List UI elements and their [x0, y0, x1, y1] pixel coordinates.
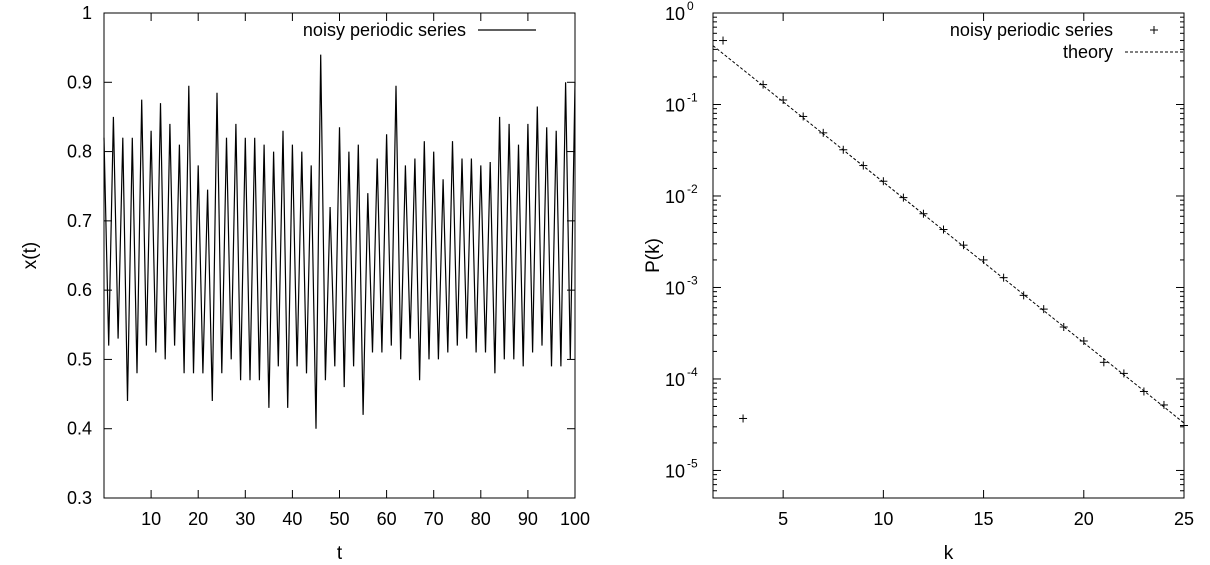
right-ytick-label: 10 [665, 278, 685, 298]
ytick-base: 10 [665, 187, 685, 207]
right-ytick-exponent: -4 [687, 365, 698, 379]
left-xtick-label: 90 [518, 509, 538, 529]
right-xtick-label: 20 [1074, 509, 1094, 529]
right-plot-frame [712, 12, 1185, 499]
right-ytick-label: 10 [665, 4, 685, 24]
left-ytick-label: 0.6 [67, 280, 92, 300]
right-ytick-label: 10 [665, 187, 685, 207]
scatter-point [799, 112, 808, 121]
scatter-point [1159, 400, 1168, 409]
scatter-point [1019, 291, 1028, 300]
ytick-base: 10 [665, 370, 685, 390]
ytick-base: 10 [665, 278, 685, 298]
right-xtick-label: 25 [1174, 509, 1194, 529]
right-legend-marker-plus [1150, 26, 1158, 34]
scatter-point [879, 177, 888, 186]
scatter-point [819, 128, 828, 137]
scatter-point [1059, 322, 1068, 331]
left-legend-label: noisy periodic series [303, 20, 466, 40]
scatter-point [1119, 369, 1128, 378]
right-legend-label-theory: theory [1063, 42, 1113, 62]
scatter-point [1180, 421, 1188, 430]
right-xtick-label: 5 [778, 509, 788, 529]
scatter-point [939, 225, 948, 234]
right-xtick-label: 10 [873, 509, 893, 529]
scatter-point [1039, 305, 1048, 314]
left-ytick-label: 1 [82, 3, 92, 23]
left-ytick-label: 0.4 [67, 419, 92, 439]
left-x-axis-label: t [337, 543, 343, 564]
scatter-point [959, 241, 968, 250]
left-ytick-label: 0.8 [67, 142, 92, 162]
left-xtick-label: 60 [377, 509, 397, 529]
left-ytick-label: 0.5 [67, 349, 92, 369]
series-line-theory [712, 45, 1185, 424]
ytick-base: 10 [665, 95, 685, 115]
scatter-point [859, 161, 868, 170]
scatter-point [759, 80, 768, 89]
left-xtick-label: 30 [235, 509, 255, 529]
scatter-point [1099, 358, 1108, 367]
left-xtick-label: 20 [188, 509, 208, 529]
right-x-axis-label: k [944, 543, 954, 564]
left-y-axis-label: x(t) [20, 242, 41, 269]
left-ytick-label: 0.7 [67, 211, 92, 231]
left-plot-frame [103, 12, 576, 499]
right-xtick-label: 15 [974, 509, 994, 529]
scatter-point [1079, 337, 1088, 346]
scatter-point [739, 414, 748, 423]
right-ytick-exponent: 0 [687, 0, 694, 13]
right-ytick-exponent: -1 [687, 90, 698, 104]
scatter-point [719, 36, 728, 45]
left-xtick-label: 40 [282, 509, 302, 529]
scatter-point [979, 255, 988, 264]
left-xtick-label: 10 [141, 509, 161, 529]
right-ytick-label: 10 [665, 461, 685, 481]
left-ytick-label: 0.9 [67, 72, 92, 92]
right-ytick-label: 10 [665, 95, 685, 115]
scatter-point [1139, 387, 1148, 396]
left-ytick-label: 0.3 [67, 488, 92, 508]
scatter-point [839, 145, 848, 154]
ytick-base: 10 [665, 461, 685, 481]
scatter-point [919, 209, 928, 218]
series-line-noisy-periodic [103, 54, 576, 429]
left-xtick-label: 80 [471, 509, 491, 529]
scatter-point [779, 95, 788, 104]
left-xtick-label: 100 [560, 509, 590, 529]
left-xtick-label: 50 [329, 509, 349, 529]
left-xtick-label: 70 [424, 509, 444, 529]
scatter-point [899, 193, 908, 202]
scatter-point [999, 273, 1008, 282]
ytick-base: 10 [665, 4, 685, 24]
right-y-axis-label: P(k) [643, 238, 664, 273]
right-legend-label-series: noisy periodic series [950, 20, 1113, 40]
right-ytick-exponent: -5 [687, 456, 698, 470]
right-ytick-exponent: -3 [687, 273, 698, 287]
right-ytick-label: 10 [665, 370, 685, 390]
right-ytick-exponent: -2 [687, 182, 698, 196]
